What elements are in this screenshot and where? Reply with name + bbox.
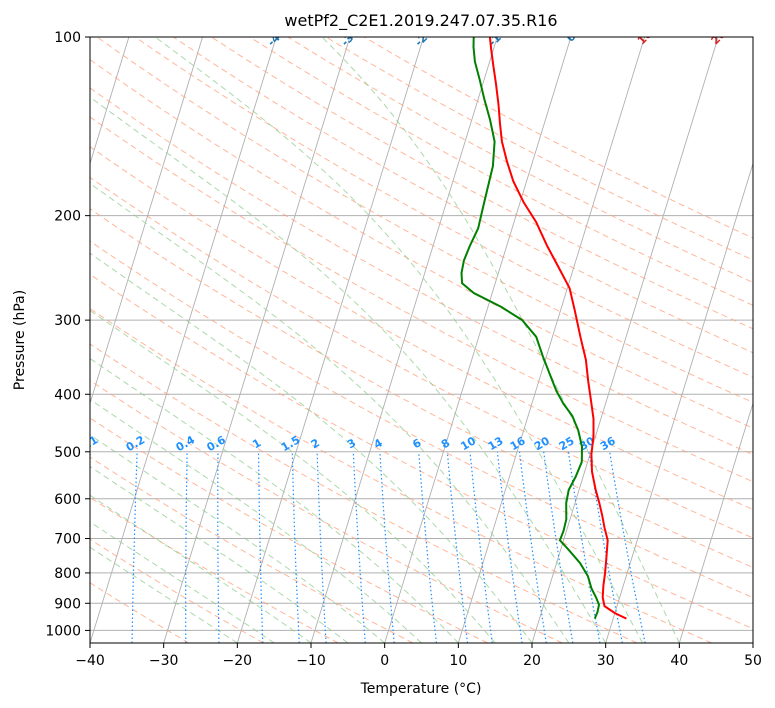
dry-adiabat (90, 582, 190, 643)
isotherm-line (384, 37, 572, 643)
dry-adiabat (90, 417, 488, 643)
dry-adiabat (90, 456, 414, 643)
isotherm-line (605, 162, 753, 643)
isotherm-label: -30 (339, 25, 362, 48)
dry-adiabat (90, 176, 753, 539)
dry-adiabat (90, 146, 753, 510)
moist-adiabat (90, 96, 607, 643)
isotherm-label: 20 (709, 27, 729, 47)
mixing-ratio-line (518, 451, 547, 643)
y-tick-label: 900 (54, 596, 81, 612)
mixing-ratio-lines (90, 451, 646, 643)
moist-adiabat (90, 182, 570, 643)
dry-adiabat (96, 37, 753, 403)
plot-background (90, 37, 753, 643)
dry-adiabat (90, 308, 712, 643)
y-tick-label: 100 (54, 30, 81, 46)
isotherm-label: -10 (486, 25, 509, 48)
chart-title: wetPf2_C2E1.2019.247.07.35.R16 (284, 11, 557, 31)
y-tick-label: 1000 (45, 623, 81, 639)
mixing-ratio-line (446, 451, 469, 643)
moist-adiabat (90, 398, 422, 643)
mixing-ratio-line (609, 451, 646, 643)
isotherm-line (90, 37, 130, 166)
x-tick-label: 50 (744, 653, 762, 669)
sounding-profiles (460, 37, 627, 620)
isotherm-line (90, 37, 277, 643)
x-tick-label: −40 (75, 653, 105, 669)
moist-adiabat (90, 309, 496, 643)
x-tick-label: −10 (296, 653, 326, 669)
x-tick-label: 10 (449, 653, 467, 669)
moist-adiabat (90, 252, 533, 643)
dry-adiabat (90, 538, 264, 643)
plot-frame (89, 36, 754, 644)
dry-adiabat (173, 37, 753, 354)
dry-adiabat (287, 37, 753, 284)
dewpoint-profile (460, 37, 601, 619)
y-tick-label: 400 (54, 387, 81, 403)
mixing-ratio-line (352, 451, 366, 643)
isotherm-label: 0 (564, 30, 579, 45)
dry-adiabat (90, 208, 753, 568)
moist-adiabats (90, 37, 680, 643)
isotherm-line (163, 37, 351, 643)
isotherm-label: 10 (635, 27, 655, 47)
moist-adiabat (90, 465, 349, 643)
dry-adiabat (90, 59, 753, 429)
moist-adiabat (321, 37, 680, 643)
mixing-ratio-line (469, 451, 493, 643)
y-tick-label: 500 (54, 445, 81, 461)
x-tick-label: 30 (597, 653, 615, 669)
x-tick-label: 20 (523, 653, 541, 669)
x-tick-label: 40 (670, 653, 688, 669)
y-tick-label: 300 (54, 313, 81, 329)
dry-adiabat (90, 273, 753, 630)
dry-adiabat (211, 37, 753, 330)
moist-adiabat (90, 494, 312, 643)
mixing-ratio-line (418, 451, 437, 643)
temperature-profile (488, 37, 627, 620)
isotherm-label: -40 (265, 25, 288, 48)
moist-adiabat (90, 434, 386, 643)
isotherm-line (236, 37, 425, 643)
grid-lines (90, 37, 753, 643)
isotherm-line (678, 401, 753, 643)
mixing-ratio-line (496, 451, 523, 643)
isotherm-line (90, 37, 204, 405)
y-tick-label: 700 (54, 532, 81, 548)
mixing-ratio-label: 0.1 (77, 433, 100, 454)
y-tick-label: 600 (54, 492, 81, 508)
x-axis-label: Temperature (°C) (360, 681, 482, 697)
isotherm-line (531, 37, 719, 643)
x-tick-label: −20 (223, 653, 253, 669)
y-tick-label: 200 (54, 209, 81, 225)
mixing-ratio-line (379, 451, 395, 643)
isotherm-line (310, 37, 498, 643)
isotherm-label: -20 (412, 25, 435, 48)
axis-ticks: −40 −30 −20 −10 0 10 20 30 40 5010009008007006005… (45, 30, 762, 669)
plot-area: 0.10.20.40.611.52346810131620253036-100-… (77, 25, 753, 643)
x-tick-label: −30 (149, 653, 179, 669)
dry-adiabats (90, 37, 753, 643)
y-axis-label: Pressure (hPa) (12, 290, 28, 390)
y-tick-label: 800 (54, 566, 81, 582)
mixing-ratio-line (316, 451, 327, 643)
x-tick-label: 0 (380, 653, 389, 669)
moist-adiabat (154, 37, 643, 643)
